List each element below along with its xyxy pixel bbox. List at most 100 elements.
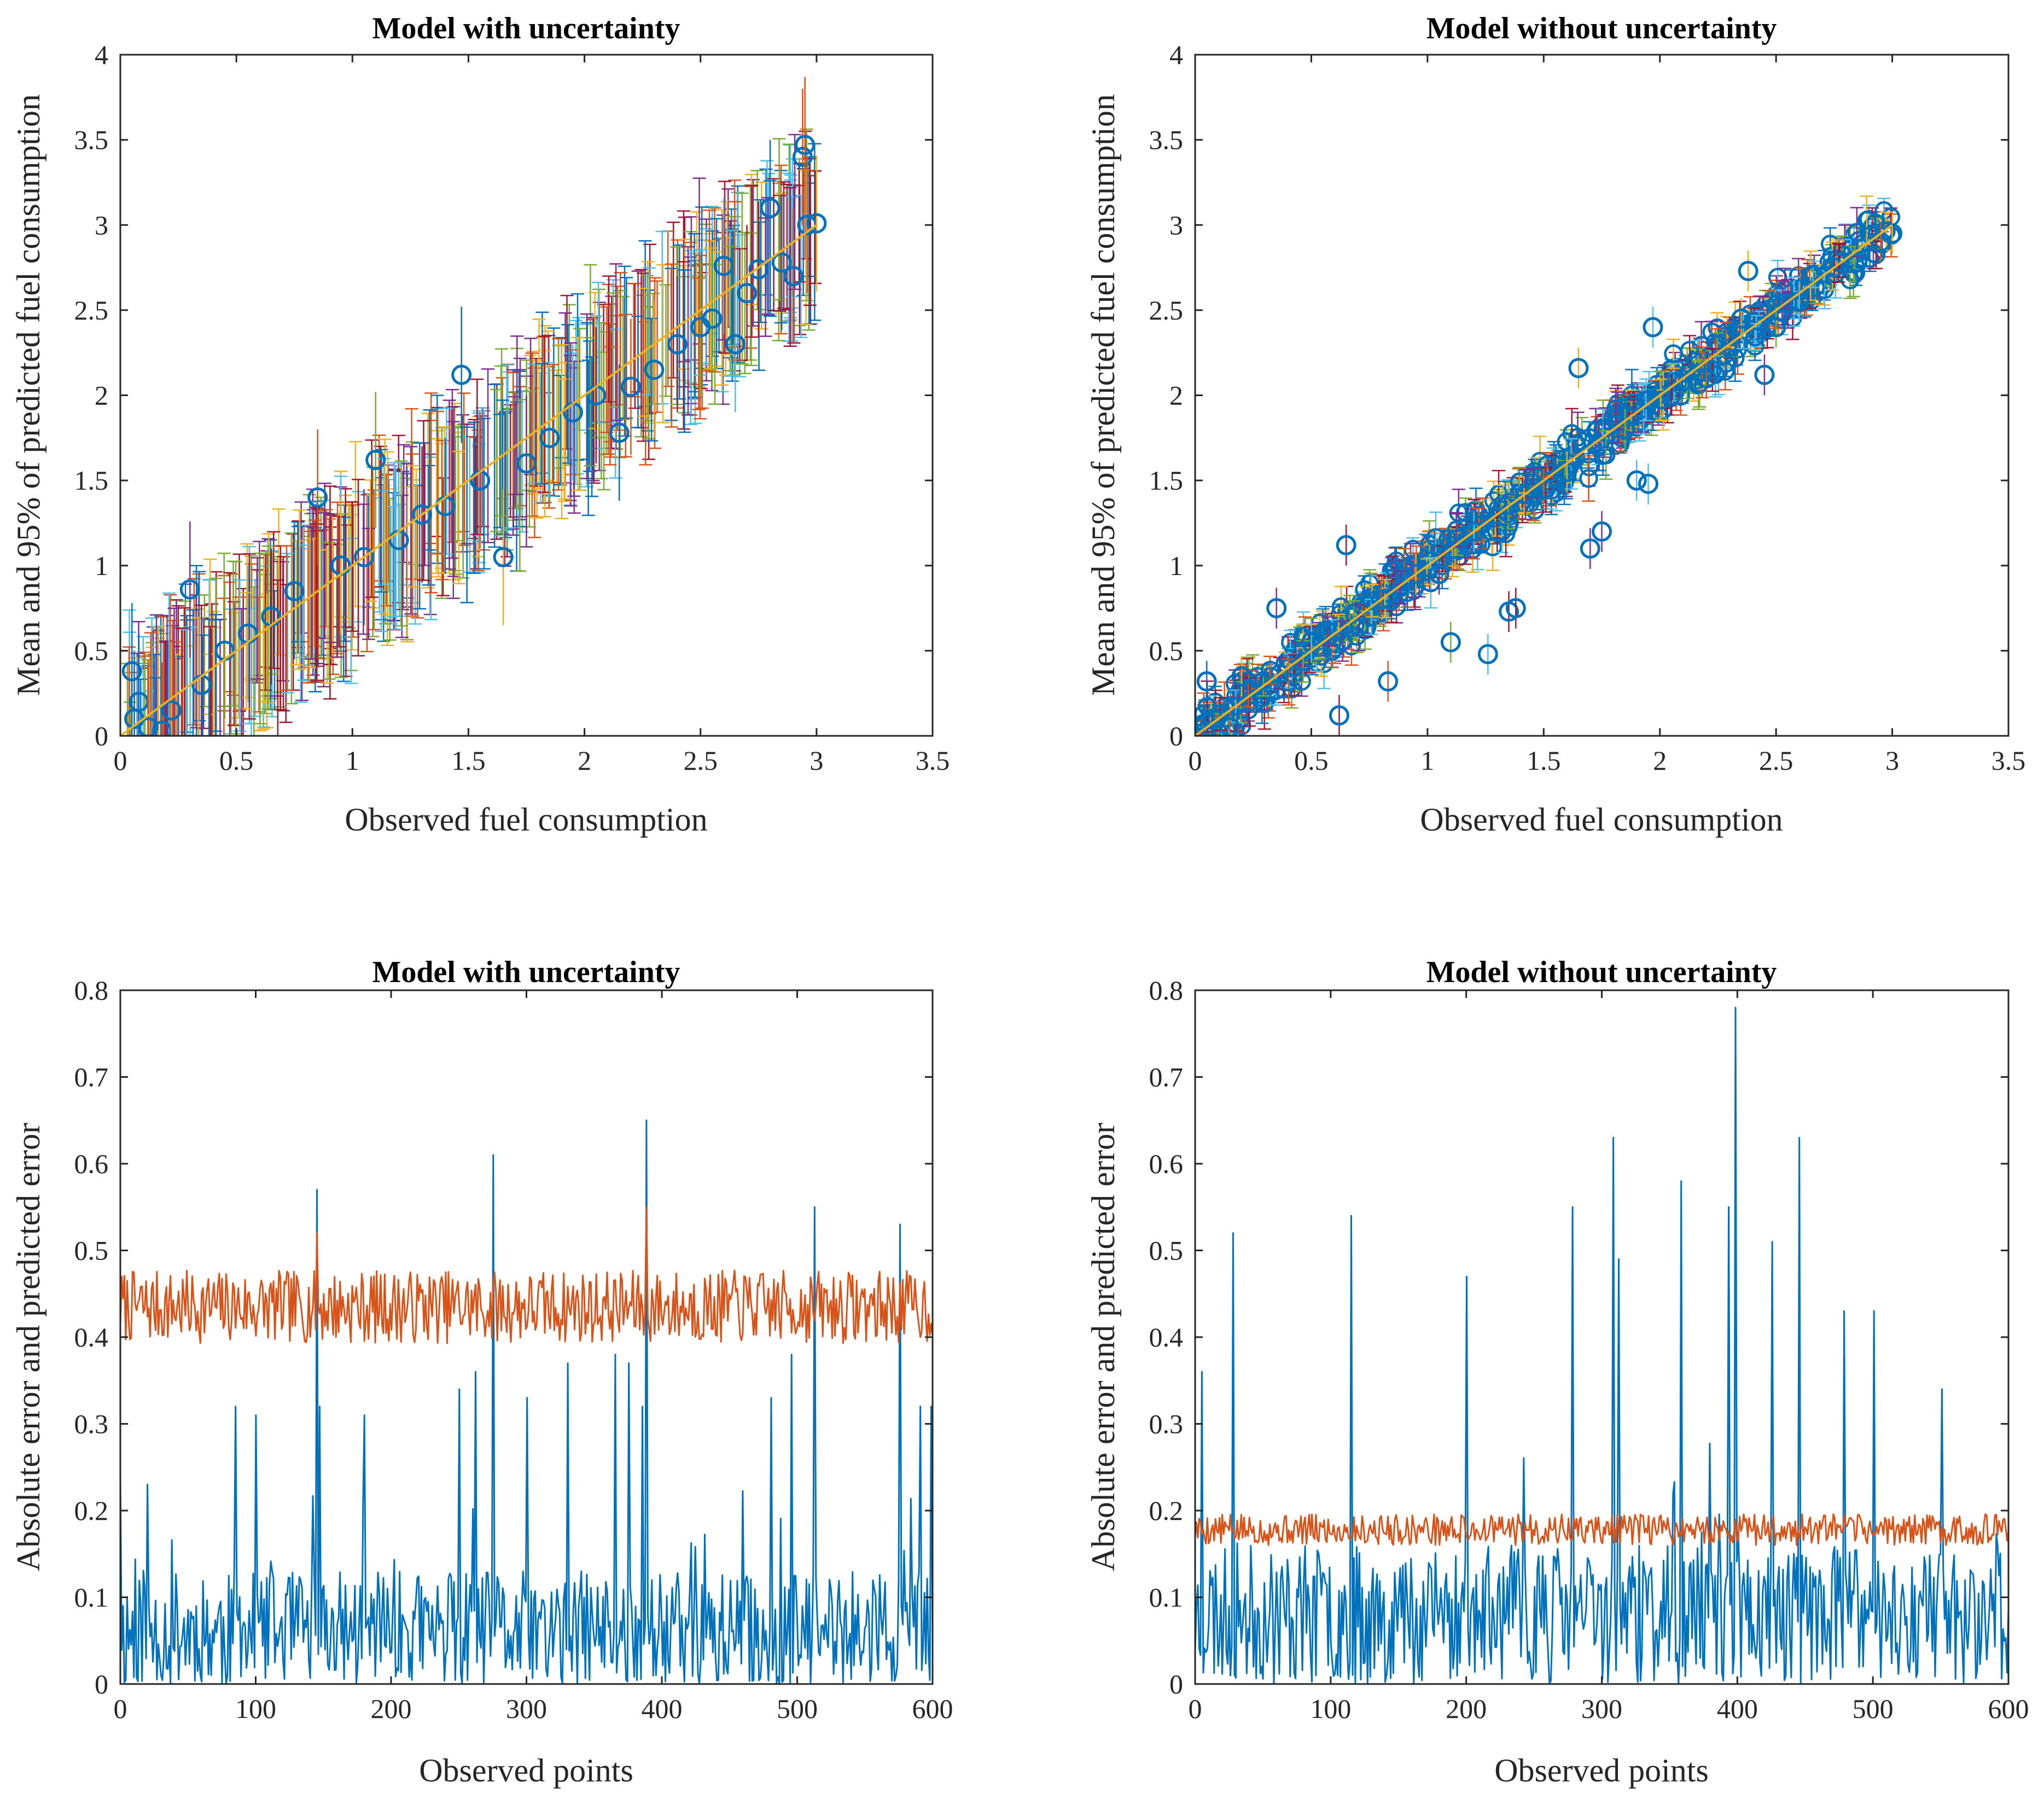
x-tick-label: 2 bbox=[578, 745, 591, 776]
error-bar bbox=[760, 160, 774, 311]
error-bar bbox=[762, 173, 776, 315]
mean-marker bbox=[412, 504, 433, 525]
error-bar bbox=[715, 209, 729, 386]
x-tick-label: 1.5 bbox=[451, 745, 486, 776]
error-bar bbox=[233, 579, 247, 732]
error-bar bbox=[535, 363, 549, 485]
error-bar bbox=[665, 263, 678, 428]
x-tick-label: 3 bbox=[810, 745, 823, 776]
panel-top-left: Model with uncertainty Observed fuel con… bbox=[10, 11, 950, 838]
mean-marker bbox=[795, 135, 816, 155]
error-bar bbox=[423, 409, 436, 551]
y-tick-label: 3.5 bbox=[74, 125, 109, 155]
mean-marker bbox=[792, 147, 813, 167]
mean-marker bbox=[760, 198, 781, 218]
error-bar bbox=[431, 410, 445, 555]
y-tick-label: 1.5 bbox=[74, 465, 109, 496]
mean-marker bbox=[539, 427, 560, 448]
mean-marker bbox=[451, 364, 472, 385]
error-bar bbox=[438, 426, 451, 573]
error-bar bbox=[364, 479, 377, 602]
error-bar bbox=[481, 368, 495, 543]
error-bar bbox=[351, 479, 365, 657]
mean-marker bbox=[725, 334, 746, 355]
mean-marker bbox=[365, 450, 386, 471]
mean-marker bbox=[667, 334, 688, 355]
error-bar bbox=[322, 542, 336, 680]
chart-title: Model with uncertainty bbox=[372, 11, 680, 45]
mean-marker bbox=[1866, 245, 1886, 264]
mean-marker bbox=[806, 213, 827, 234]
mean-marker bbox=[161, 700, 182, 721]
x-axis-label: Observed fuel consumption bbox=[1420, 802, 1783, 838]
error-bar bbox=[606, 292, 620, 408]
mean-marker bbox=[284, 580, 305, 601]
error-bar bbox=[176, 628, 189, 736]
mean-marker bbox=[644, 359, 665, 380]
error-bar bbox=[785, 196, 799, 342]
error-bar bbox=[308, 519, 322, 648]
error-bar bbox=[191, 617, 205, 736]
y-tick-label: 1 bbox=[95, 550, 108, 581]
plot-area bbox=[1195, 195, 1903, 736]
error-bar bbox=[149, 614, 163, 736]
chart-title: Model without uncertainty bbox=[1426, 11, 1777, 45]
mean-marker bbox=[493, 547, 514, 567]
mean-marker bbox=[121, 661, 142, 682]
x-tick-label: 3.5 bbox=[916, 745, 950, 776]
error-bar bbox=[405, 453, 419, 617]
x-tick-label: 0 bbox=[114, 745, 127, 776]
y-tick-label: 3 bbox=[95, 210, 108, 240]
error-bar bbox=[279, 584, 293, 723]
error-bar bbox=[538, 335, 551, 493]
error-bar bbox=[332, 515, 346, 648]
error-bar bbox=[681, 246, 695, 416]
error-bar bbox=[375, 449, 388, 593]
error-bar bbox=[226, 560, 240, 707]
error-bar bbox=[645, 317, 659, 442]
x-tick-label: 2.5 bbox=[683, 745, 718, 776]
mean-marker bbox=[713, 256, 734, 276]
error-bar bbox=[280, 545, 294, 691]
mean-marker bbox=[1841, 270, 1860, 289]
mean-marker bbox=[354, 547, 374, 567]
error-bar bbox=[513, 399, 527, 572]
error-bar bbox=[592, 281, 605, 424]
error-bar bbox=[138, 663, 152, 736]
error-bar bbox=[162, 592, 176, 736]
mean-marker bbox=[1426, 528, 1446, 547]
mean-marker bbox=[516, 453, 537, 474]
error-bar bbox=[235, 608, 248, 736]
error-bar bbox=[656, 264, 670, 423]
y-axis-label: Mean and 95% of predicted fuel consumpti… bbox=[10, 94, 46, 696]
error-bar bbox=[718, 181, 732, 354]
error-bar bbox=[284, 532, 298, 705]
error-bar bbox=[510, 335, 524, 495]
error-bar bbox=[609, 263, 623, 421]
error-bar bbox=[619, 313, 632, 458]
error-bar bbox=[131, 657, 144, 736]
error-bar bbox=[495, 348, 509, 516]
error-bar bbox=[289, 540, 303, 666]
error-bar bbox=[417, 420, 430, 581]
x-tick-label: 1 bbox=[346, 745, 359, 776]
error-bar bbox=[253, 552, 267, 725]
error-bar bbox=[564, 342, 578, 507]
mean-marker bbox=[1715, 362, 1735, 381]
mean-marker bbox=[1209, 733, 1224, 736]
mean-marker bbox=[138, 717, 159, 736]
y-tick-label: 0.5 bbox=[74, 635, 109, 666]
reference-line bbox=[120, 224, 818, 736]
error-bar bbox=[571, 336, 585, 491]
error-bar bbox=[546, 364, 560, 484]
error-bar bbox=[650, 280, 664, 413]
mean-marker bbox=[620, 376, 641, 397]
error-bar bbox=[395, 495, 409, 638]
y-tick-label: 4 bbox=[95, 39, 108, 70]
y-tick-label: 0 bbox=[95, 721, 108, 751]
error-bar bbox=[217, 597, 231, 736]
error-bar bbox=[378, 438, 392, 615]
panel-top-right: Model without uncertainty Observed fuel … bbox=[1085, 11, 2025, 838]
error-bar bbox=[189, 594, 203, 729]
